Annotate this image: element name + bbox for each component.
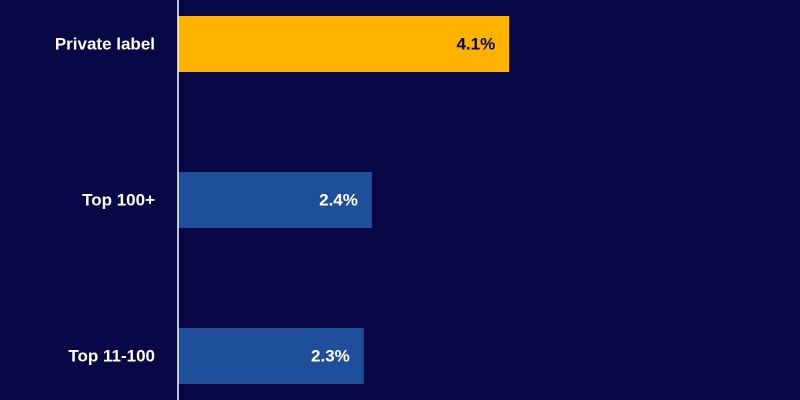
category-label: Top 100+ <box>82 190 155 209</box>
bar <box>178 16 510 72</box>
value-label: 2.3% <box>311 346 350 365</box>
value-label: 4.1% <box>456 34 495 53</box>
bar <box>178 328 364 384</box>
bar <box>178 172 372 228</box>
category-label: Top 11-100 <box>68 346 155 365</box>
value-label: 2.4% <box>319 190 358 209</box>
category-label: Private label <box>55 34 155 53</box>
